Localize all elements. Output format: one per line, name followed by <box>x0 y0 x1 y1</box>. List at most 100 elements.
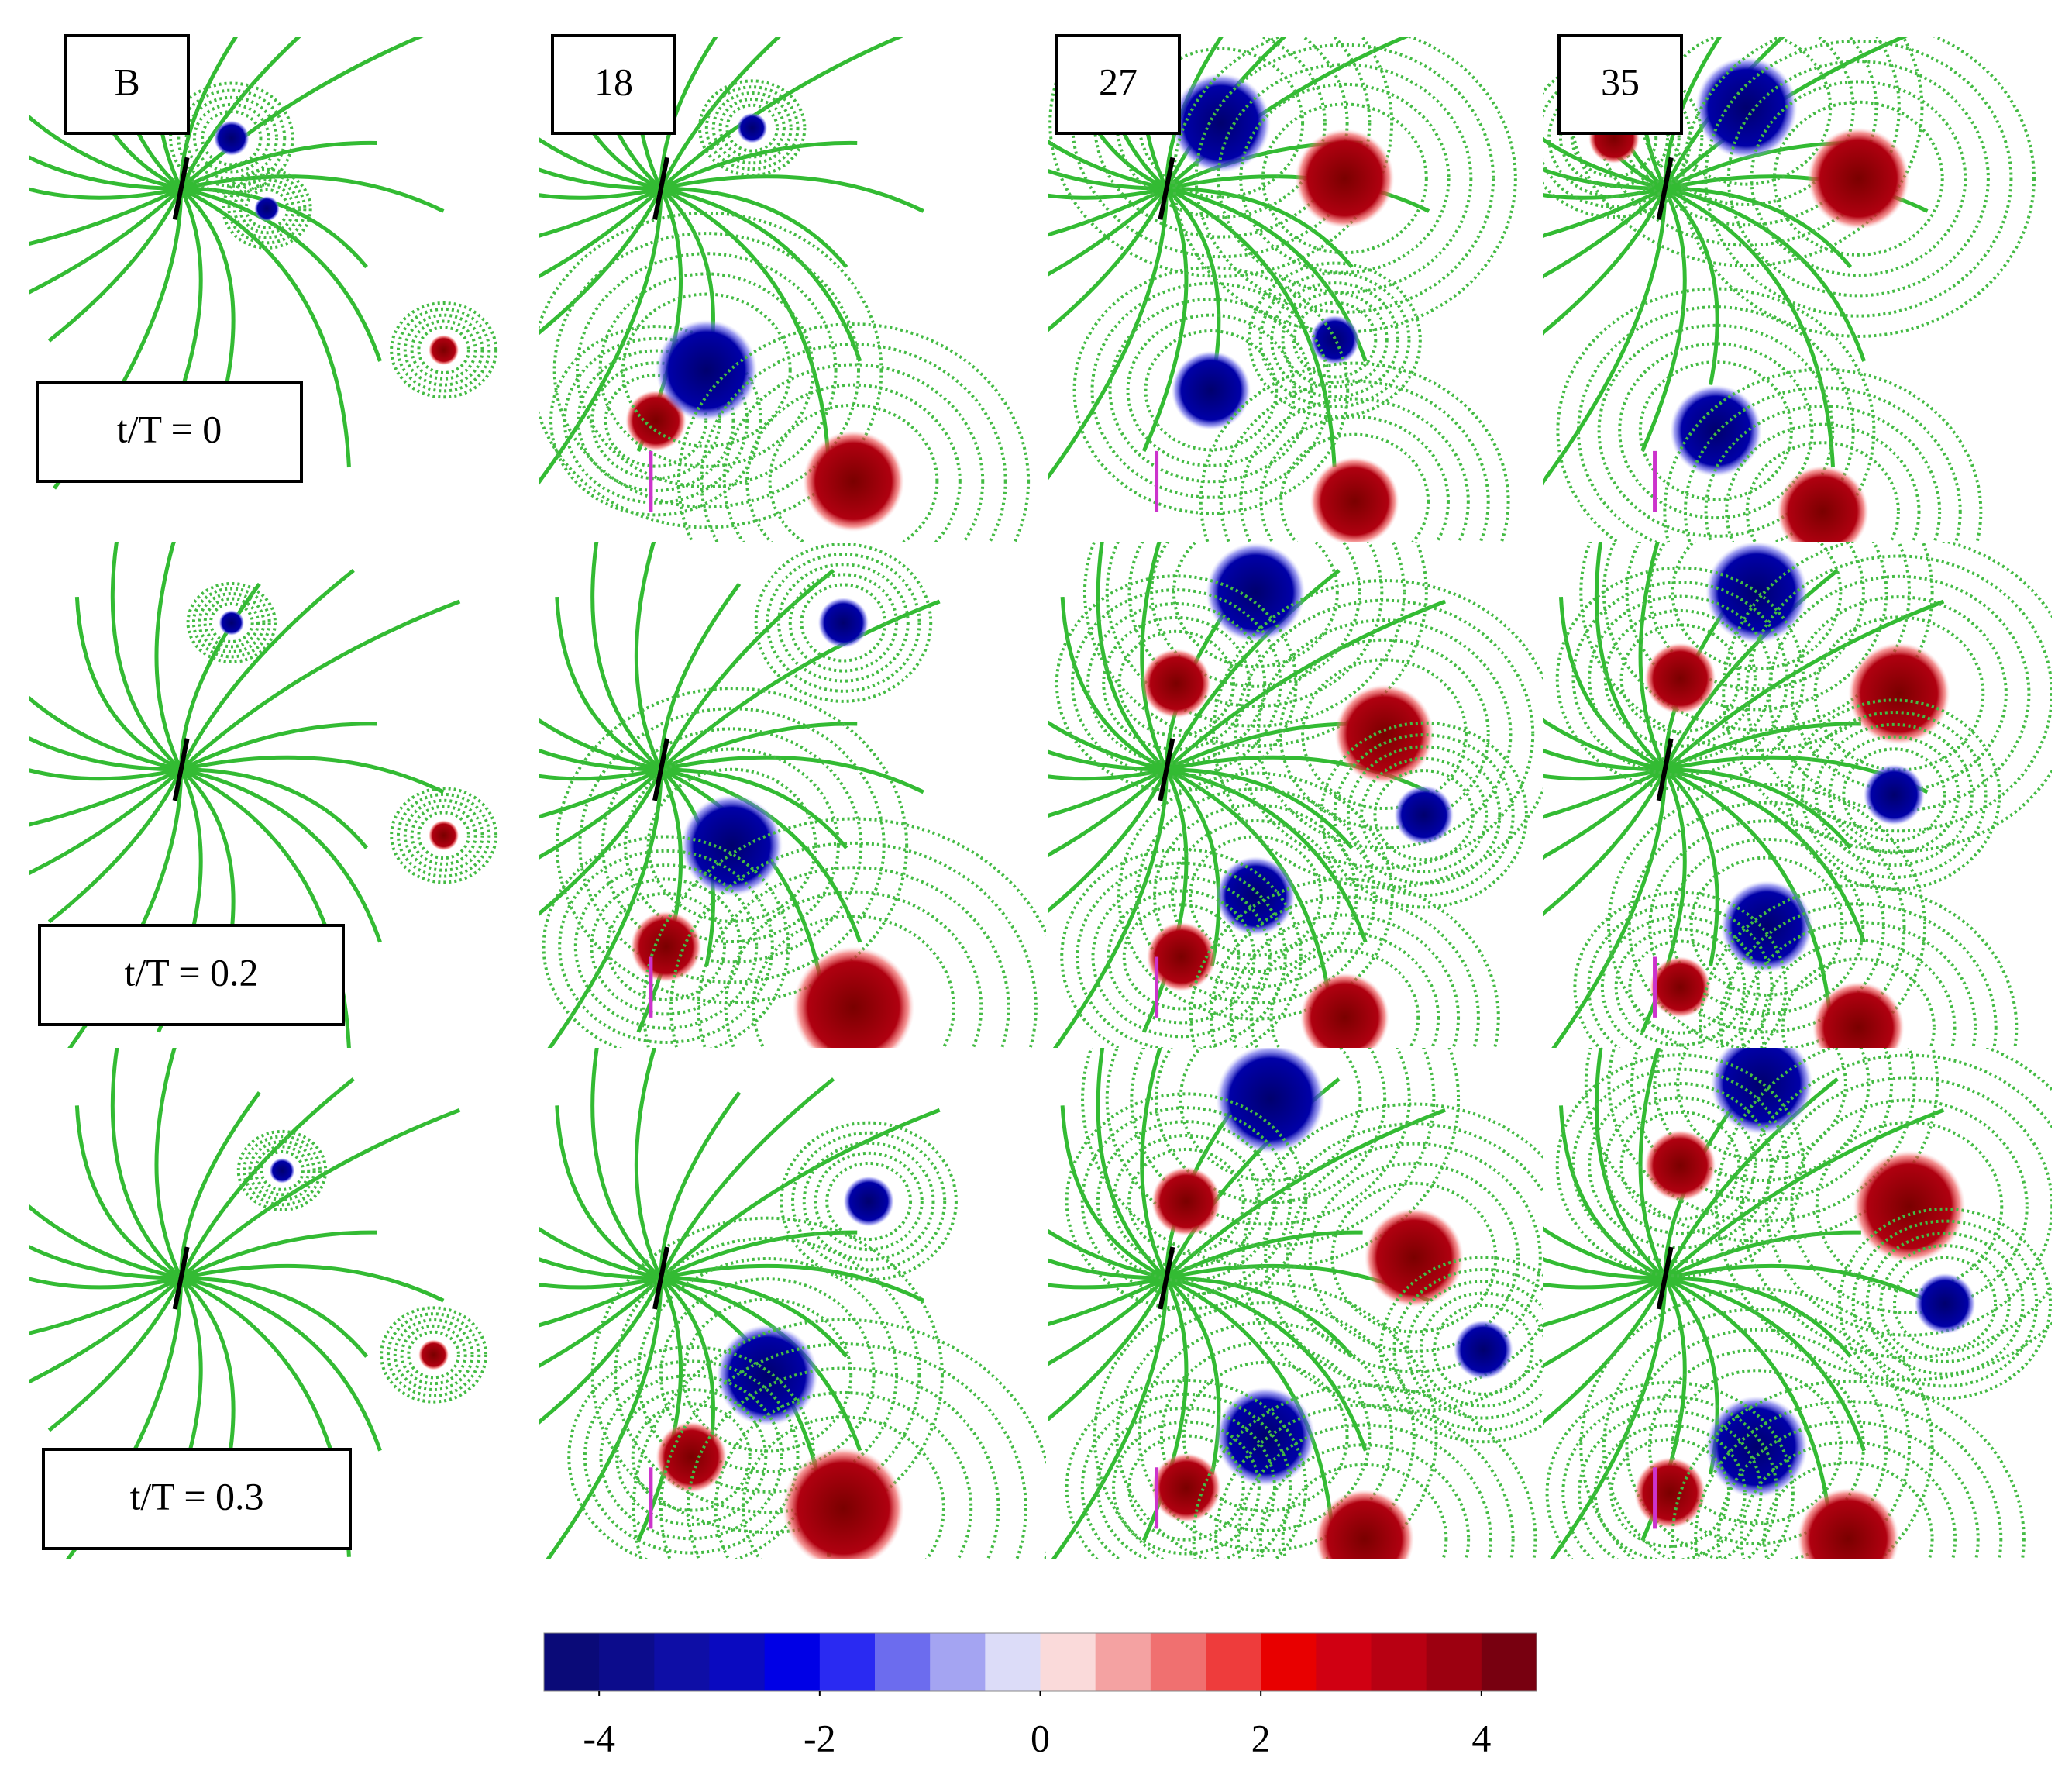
streamline <box>47 768 183 924</box>
contour <box>1892 1256 1998 1352</box>
contour <box>1105 542 1406 728</box>
contour <box>1239 82 1451 274</box>
streamline <box>1664 186 1866 362</box>
colorbar-segment <box>1371 1633 1427 1691</box>
contour <box>1172 37 1517 334</box>
streamline <box>181 755 445 794</box>
contour <box>1578 1409 1763 1559</box>
contour <box>745 383 962 542</box>
contour <box>1182 1360 1349 1513</box>
streamline <box>181 767 369 849</box>
panel-label: B <box>114 60 139 103</box>
panel-label: t/T = 0.3 <box>129 1474 263 1518</box>
label-box <box>551 34 676 135</box>
contour <box>1790 595 2008 792</box>
contour <box>802 1141 935 1262</box>
streamline <box>659 599 941 771</box>
contour <box>1301 658 1468 810</box>
negative-vortex <box>737 112 768 143</box>
contour <box>1787 698 2001 891</box>
contour <box>203 597 260 649</box>
streamline <box>659 37 718 189</box>
panel-label: t/T = 0 <box>117 407 222 450</box>
contour <box>169 81 294 195</box>
streamline <box>1543 768 1667 917</box>
negative-vortex <box>219 610 245 636</box>
streamline <box>1048 749 1167 772</box>
contour <box>1286 1142 1542 1373</box>
contour <box>1671 542 1843 670</box>
contour <box>1593 1423 1747 1559</box>
contour <box>1107 889 1256 1025</box>
negative-vortex <box>1705 542 1808 643</box>
colorbar-segment <box>819 1633 876 1691</box>
streamline <box>1048 1277 1169 1422</box>
colorbar-segment <box>764 1633 821 1691</box>
tick-label: 2 <box>1251 1716 1271 1759</box>
contour <box>1096 1406 1276 1559</box>
colorbar-segment <box>1150 1633 1206 1691</box>
streamline <box>179 37 239 189</box>
streamline <box>1663 187 1719 386</box>
panel-label: 18 <box>594 60 633 103</box>
contour <box>1373 769 1475 862</box>
contour <box>1740 1053 2052 1359</box>
contour <box>184 95 278 181</box>
contour <box>232 177 301 239</box>
streamline <box>1165 767 1368 943</box>
streamline <box>539 167 661 191</box>
negative-vortex <box>1670 384 1762 477</box>
contour <box>1086 601 1267 765</box>
streamline <box>659 37 904 191</box>
colorbar-segment <box>709 1633 766 1691</box>
streamline <box>29 1277 183 1384</box>
streamline <box>179 1077 355 1280</box>
contour <box>390 301 498 399</box>
contour <box>1281 291 1389 389</box>
streamline <box>659 37 782 190</box>
contour <box>1096 1120 1276 1283</box>
streamline <box>1638 1048 1667 1280</box>
streamline <box>1048 187 1168 237</box>
positive-vortex <box>1853 1150 1966 1263</box>
streamline <box>660 755 924 794</box>
contour <box>1676 1048 1847 1162</box>
streamline <box>1640 188 1687 453</box>
positive-vortex <box>1151 1452 1221 1523</box>
positive-vortex <box>1364 1208 1464 1308</box>
negative-vortex <box>1171 73 1271 173</box>
streamline <box>1594 1048 1667 1280</box>
positive-vortex <box>1634 1457 1706 1529</box>
streamline <box>1048 139 1167 191</box>
positive-vortex <box>1649 956 1711 1018</box>
contour <box>407 1330 460 1380</box>
negative-vortex <box>1453 1320 1513 1380</box>
contour <box>1122 903 1241 1011</box>
streamline <box>539 1276 663 1328</box>
streamline <box>29 155 181 191</box>
contour <box>1628 939 1733 1035</box>
streamline <box>1543 748 1665 772</box>
contour <box>239 183 295 235</box>
contour <box>390 787 498 884</box>
positive-vortex <box>1797 1487 1899 1559</box>
streamline <box>1141 768 1189 1033</box>
contour <box>1602 1308 1911 1559</box>
negative-vortex <box>1720 880 1813 973</box>
streamline <box>29 736 181 772</box>
streamline <box>1048 768 1169 858</box>
streamline <box>1664 1263 1929 1303</box>
contour <box>1270 281 1400 399</box>
panel-label: 27 <box>1099 60 1138 103</box>
streamline <box>179 582 261 770</box>
colorbar-segment <box>1426 1633 1482 1691</box>
label-box <box>42 1448 352 1550</box>
colorbar-segment <box>985 1633 1041 1691</box>
flow-panel <box>1543 37 2036 542</box>
contour <box>1619 1110 1741 1221</box>
streamline <box>1048 767 1168 818</box>
streamline <box>539 187 663 238</box>
negative-vortex <box>681 794 783 897</box>
streamline <box>636 768 683 1033</box>
contour <box>1573 891 1788 1048</box>
